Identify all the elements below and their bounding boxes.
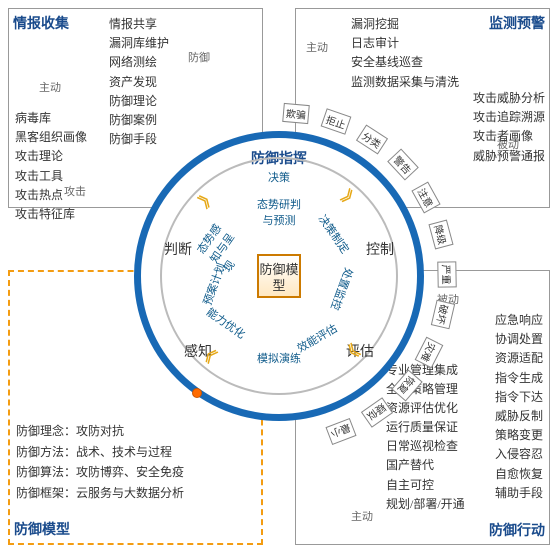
list-item: 日志审计	[351, 34, 459, 53]
center-diagram: 防御指挥 防御模型 判断 感知 评估 控制 》 》 》 》 决策 态势研判与预测…	[134, 131, 424, 421]
kv-row: 防御方法：战术、技术与过程	[16, 442, 184, 462]
mode-active-br: 主动	[351, 508, 373, 524]
core-box: 防御模型	[257, 254, 301, 298]
list-item: 病毒库	[15, 109, 87, 128]
wedge-situation: 态势研判与预测	[254, 196, 304, 228]
pointer-dot	[192, 388, 202, 398]
list-item: 安全基线巡查	[351, 53, 459, 72]
list-item: 攻击热点	[15, 186, 87, 205]
list-item: 国产替代	[386, 456, 465, 475]
q-br-title: 防御行动	[489, 520, 545, 540]
tag-降级: 降级	[429, 220, 454, 250]
list-item: 漏洞挖掘	[351, 15, 459, 34]
list-item: 自愈恢复	[495, 465, 543, 484]
q-tr-title: 监测预警	[489, 13, 545, 33]
list-item: 规划/部署/开通	[386, 495, 465, 514]
list-item: 日常巡视检查	[386, 437, 465, 456]
tl-list-left: 病毒库黑客组织画像攻击理论攻击工具攻击热点攻击特征库	[15, 109, 87, 224]
list-item: 资产发现	[109, 73, 169, 92]
list-item: 辅助手段	[495, 484, 543, 503]
list-item: 协调处置	[495, 330, 543, 349]
core-label: 防御模型	[259, 262, 298, 293]
list-item: 资源适配	[495, 349, 543, 368]
list-item: 网络测绘	[109, 53, 169, 72]
list-item: 自主可控	[386, 476, 465, 495]
tr-list-left: 漏洞挖掘日志审计安全基线巡查监测数据采集与清洗	[351, 15, 459, 92]
list-item: 攻击理论	[15, 147, 87, 166]
wedge-decision: 决策	[268, 169, 290, 185]
list-item: 威胁反制	[495, 407, 543, 426]
list-item: 指令生成	[495, 369, 543, 388]
tag-严重: 严重	[437, 261, 456, 287]
list-item: 情报共享	[109, 15, 169, 34]
list-item: 攻击威胁分析	[473, 89, 545, 108]
list-item: 指令下达	[495, 388, 543, 407]
wedge-sim: 模拟演练	[257, 350, 301, 366]
q-bl-title: 防御模型	[14, 519, 70, 539]
tl-list-right: 情报共享漏洞库维护网络测绘资产发现防御理论防御案例防御手段	[109, 15, 169, 149]
label-defense: 防御	[188, 49, 210, 65]
list-item: 威胁预警通报	[473, 147, 545, 166]
list-item: 攻击特征库	[15, 205, 87, 224]
br-list-right: 应急响应协调处置资源适配指令生成指令下达威胁反制策略变更入侵容忍自愈恢复辅助手段	[495, 311, 543, 503]
bl-kv: 防御理念：攻防对抗防御方法：战术、技术与过程防御算法：攻防博弈、安全免疫防御框架…	[16, 421, 184, 503]
list-item: 黑客组织画像	[15, 128, 87, 147]
ow-control: 控制	[366, 239, 394, 259]
list-item: 攻击者画像	[473, 127, 545, 146]
list-item: 策略变更	[495, 426, 543, 445]
list-item: 监测数据采集与清洗	[351, 73, 459, 92]
tr-list-right: 攻击威胁分析攻击追踪溯源攻击者画像威胁预警通报	[473, 89, 545, 166]
list-item: 攻击工具	[15, 167, 87, 186]
kv-row: 防御理念：攻防对抗	[16, 421, 184, 441]
list-item: 攻击追踪溯源	[473, 108, 545, 127]
list-item: 漏洞库维护	[109, 34, 169, 53]
list-item: 防御案例	[109, 111, 169, 130]
kv-row: 防御算法：攻防博弈、安全免疫	[16, 462, 184, 482]
mode-active-tr: 主动	[306, 39, 328, 55]
list-item: 应急响应	[495, 311, 543, 330]
kv-row: 防御框架：云服务与大数据分析	[16, 483, 184, 503]
ow-judge: 判断	[164, 239, 192, 259]
q-tl-title: 情报收集	[13, 13, 69, 33]
mode-active-tl: 主动	[39, 79, 61, 95]
list-item: 防御理论	[109, 92, 169, 111]
tag-欺骗: 欺骗	[283, 103, 311, 124]
list-item: 入侵容忍	[495, 445, 543, 464]
